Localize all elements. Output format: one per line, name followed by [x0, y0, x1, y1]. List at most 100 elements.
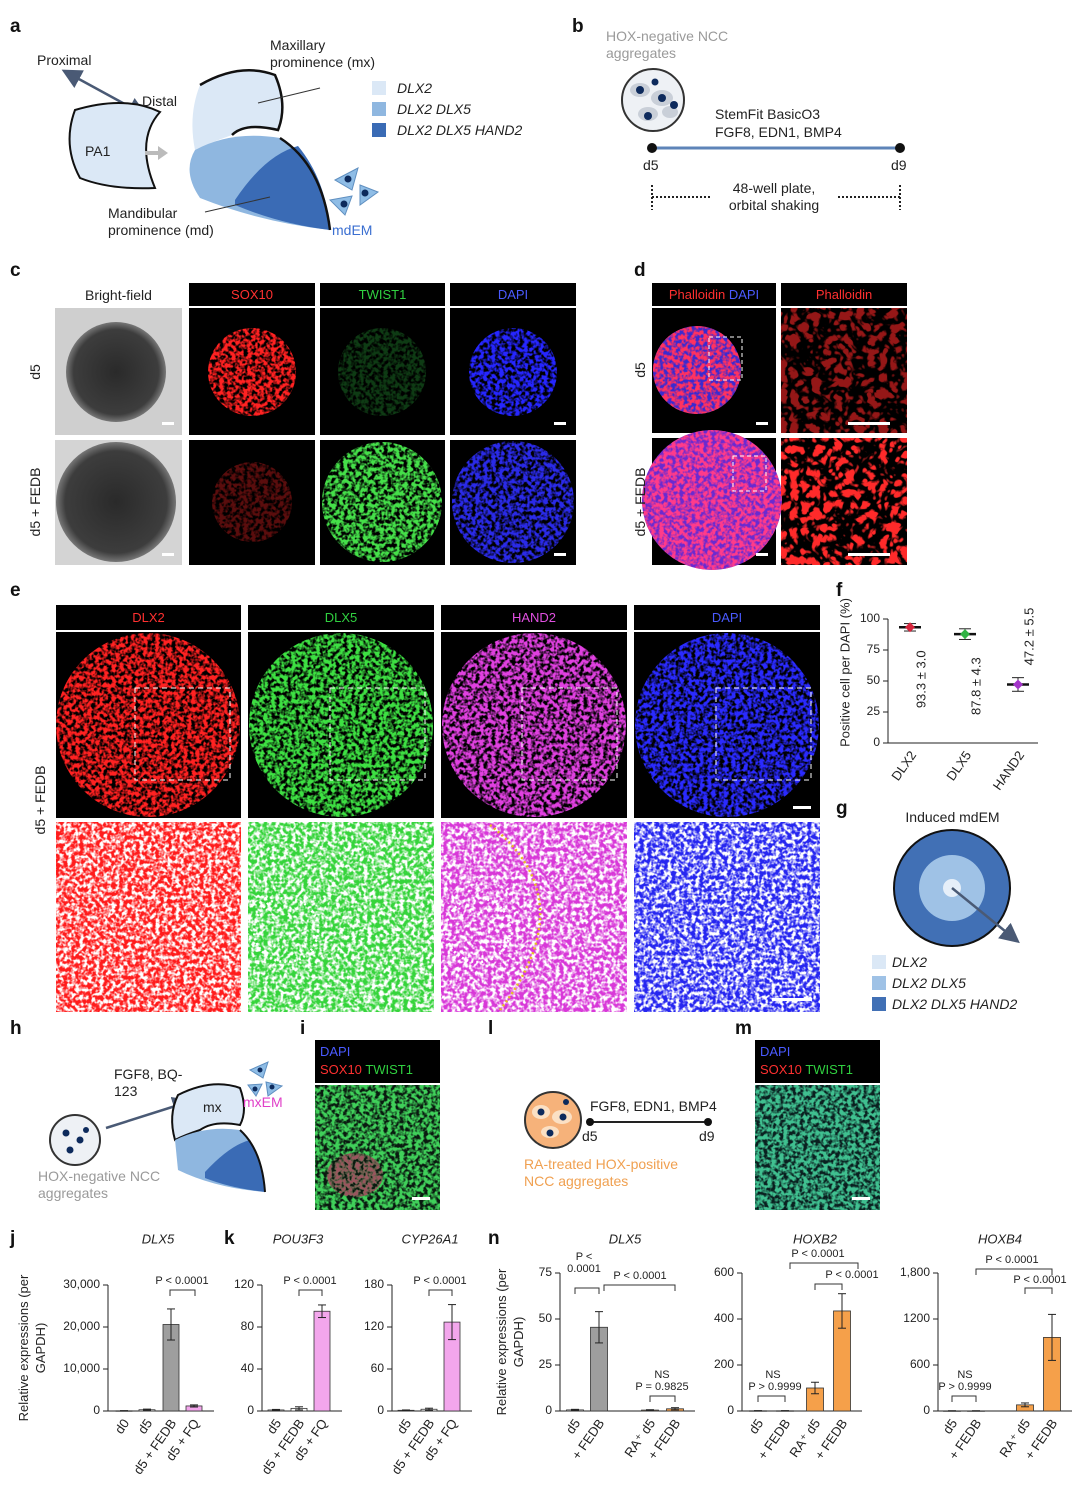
y-axis-label: Relative expressions (per GAPDH) — [494, 1268, 526, 1416]
panel-i-m-images — [412, 1197, 870, 1200]
panel-a-diagram — [192, 70, 283, 150]
panel-c-images — [554, 422, 566, 425]
panel-h-diagram — [66, 1146, 74, 1154]
y-tick-label: 30,000 — [63, 1277, 100, 1291]
x-tick-label: d5 — [940, 1416, 961, 1436]
significance-label: P < 0.0001 — [985, 1254, 1039, 1266]
aggregate-label: HOX-negative NCC aggregates — [38, 1168, 161, 1201]
aggregate-label: RA-treated HOX-positive NCC aggregates — [524, 1156, 679, 1189]
significance-label: P < 0.0001 — [283, 1275, 337, 1287]
significance-label: P > 0.9999 — [748, 1381, 802, 1393]
panel-c-images — [162, 422, 566, 556]
culture-label: 48-well plate, orbital shaking — [728, 180, 820, 213]
shape-label: mx — [203, 1099, 222, 1115]
y-tick-label: 75 — [867, 642, 881, 656]
panel-b-diagram — [636, 86, 644, 94]
panel-c-images — [322, 442, 442, 562]
significance-label: NS — [765, 1369, 781, 1381]
y-tick-label: 0 — [377, 1403, 384, 1417]
value-label: 47.2 ± 5.5 — [1021, 608, 1036, 666]
channel-name: DAPI — [728, 287, 760, 302]
panel-i-m-images — [327, 1153, 383, 1197]
axis-label: Distal — [142, 93, 178, 109]
factor-label: FGF8, EDN1, BMP4 — [715, 124, 842, 140]
panel-a-diagram — [68, 102, 162, 190]
row-label: d5 + FEDB — [632, 467, 648, 537]
panel-b-diagram — [658, 94, 666, 102]
x-tick-label: d5 — [563, 1416, 584, 1436]
chart-title: POU3F3 — [273, 1231, 324, 1246]
panel-e-images — [635, 633, 819, 817]
significance-label: NS — [957, 1369, 973, 1381]
significance-bracket — [603, 1284, 676, 1291]
panel-b-diagram — [895, 143, 905, 153]
panel-h-diagram — [62, 1127, 89, 1154]
panel-d-images — [653, 326, 741, 414]
significance-bracket — [298, 1289, 323, 1296]
bar — [313, 1310, 331, 1412]
panel-h-diagram — [76, 1136, 84, 1144]
panel-c-images — [450, 283, 576, 306]
panel-d-images — [848, 553, 890, 556]
panel-e-images — [249, 633, 433, 817]
significance-bracket — [975, 1268, 1053, 1275]
channel-header: DAPI — [760, 1044, 791, 1059]
chart-title: CYP26A1 — [401, 1231, 458, 1246]
panel-l-diagram — [559, 1113, 567, 1121]
panel-b-diagram — [621, 68, 905, 210]
chart-title: HOXB2 — [793, 1231, 838, 1246]
significance-label: P < 0.0001 — [155, 1275, 209, 1287]
panel-d-images — [781, 283, 907, 306]
y-tick-label: 40 — [241, 1361, 255, 1375]
x-tick-label: DLX2 — [888, 748, 919, 783]
channel-header: DLX2 — [132, 610, 165, 625]
row-label: d5 + FEDB — [27, 467, 43, 537]
x-tick-label: d5 — [264, 1416, 285, 1436]
channel-header: DAPI — [711, 610, 743, 625]
cell-label: mdEM — [332, 222, 373, 238]
legend-label: DLX2 DLX5 HAND2 — [892, 996, 1018, 1012]
panel-a-diagram — [158, 146, 168, 160]
panel-l-diagram — [537, 1099, 569, 1137]
panel-l-diagram — [704, 1118, 712, 1126]
panel-label: n — [488, 1228, 500, 1249]
y-tick-label: 1,800 — [900, 1265, 930, 1279]
panel-a-diagram — [372, 102, 386, 116]
panel-l-diagram — [546, 1129, 554, 1137]
x-tick-label: HAND2 — [990, 748, 1028, 793]
y-axis-label: Positive cell per DAPI (%) — [837, 598, 853, 747]
panel-d-images — [756, 422, 768, 425]
panel-d-images — [781, 438, 907, 565]
channel-header: SOX10 TWIST1 — [320, 1062, 413, 1078]
significance-label: P < 0.0001 — [825, 1269, 879, 1281]
panel-h-diagram — [247, 1061, 284, 1097]
y-tick-label: 0 — [545, 1403, 552, 1417]
channel-header: DAPI — [497, 287, 529, 302]
y-tick-label: 0 — [923, 1403, 930, 1417]
legend-label: DLX2 DLX5 — [892, 975, 966, 991]
panel-h-diagram — [257, 1067, 263, 1073]
chart-title: DLX5 — [609, 1231, 642, 1246]
significance-label: P < 0.0001 — [613, 1270, 667, 1282]
x-tick-label: d5 — [135, 1416, 156, 1436]
panel-h-diagram — [252, 1086, 258, 1092]
panel-b-diagram — [644, 112, 652, 120]
panel-l-diagram — [563, 1099, 569, 1105]
panel-e-images — [252, 896, 320, 964]
panel-label: f — [836, 580, 843, 601]
panel-a-diagram — [328, 167, 380, 216]
panel-i-m-images — [315, 1085, 440, 1210]
panel-c-images — [320, 283, 445, 306]
y-tick-label: 75 — [539, 1265, 553, 1279]
panel-c-images — [338, 328, 426, 416]
panel-c-images — [212, 462, 292, 542]
panel-label: g — [836, 798, 848, 819]
channel-name: SOX10 — [320, 1062, 362, 1077]
legend-label: DLX2 — [397, 80, 433, 96]
panel-h-diagram — [252, 1067, 275, 1092]
panel-e-images — [441, 605, 627, 630]
shape-label: PA1 — [85, 143, 111, 159]
panel-c-images — [452, 441, 574, 563]
panel-a-diagram — [61, 69, 386, 231]
panel-e-images — [248, 605, 434, 630]
